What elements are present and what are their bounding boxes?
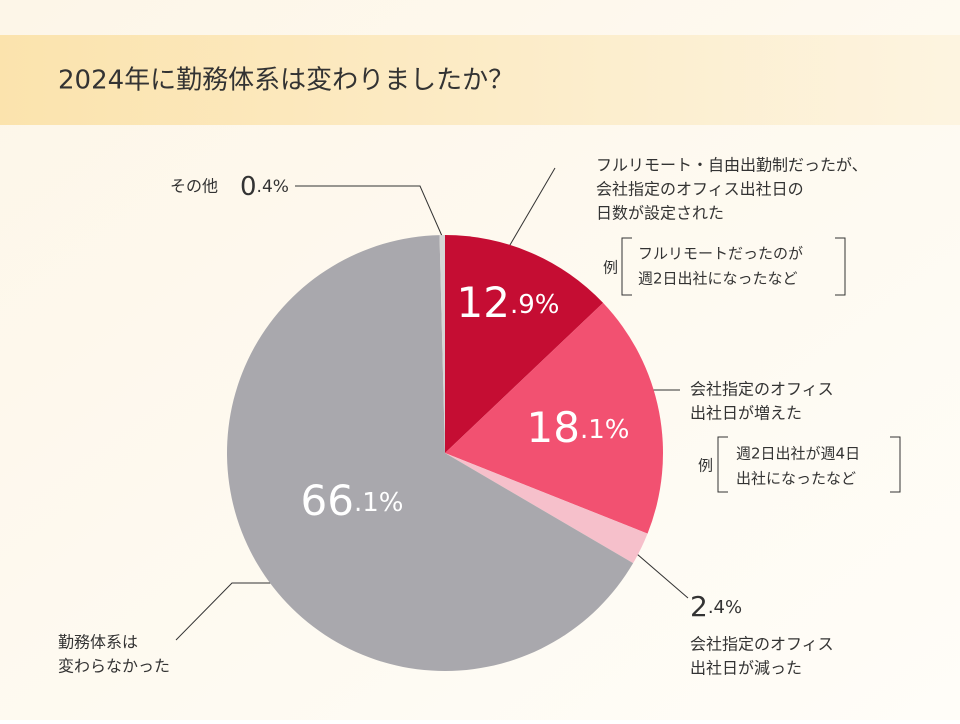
category-label: 勤務体系は <box>58 633 138 652</box>
pie-slice <box>439 235 445 453</box>
value-label-decimal: .4% <box>708 597 742 618</box>
category-label: その他 <box>170 177 218 196</box>
value-label: 66.1% <box>301 476 404 525</box>
pie-slice <box>445 235 604 453</box>
value-label-decimal: .1% <box>354 488 404 518</box>
annotation-text: 週2日出社が週4日 <box>736 445 860 463</box>
value-label-main: 66 <box>301 476 354 525</box>
annotation-prefix: 例 <box>603 259 618 277</box>
annotation-text: フルリモートだったのが <box>638 245 803 263</box>
value-label-main: 2 <box>690 590 708 623</box>
pie-slice <box>445 453 648 564</box>
pie-slice <box>226 235 634 672</box>
pie-slice <box>445 302 663 534</box>
value-label-main: 0 <box>240 172 257 202</box>
category-label: フルリモート・自由出勤制だったが、 <box>596 156 868 175</box>
category-label: 会社指定のオフィス出社日の <box>596 180 804 199</box>
value-label: 12.9% <box>457 278 560 327</box>
annotation-prefix: 例 <box>698 457 713 475</box>
value-label: 2.4% <box>690 590 742 623</box>
annotation-text: 週2日出社になったなど <box>638 270 798 288</box>
category-label: 日数が設定された <box>596 204 724 223</box>
category-label: 出社日が増えた <box>690 404 802 423</box>
value-label-main: 18 <box>527 403 580 452</box>
value-label-main: 12 <box>457 278 510 327</box>
category-label: 変わらなかった <box>58 657 170 676</box>
header-band <box>0 35 960 125</box>
category-label: 会社指定のオフィス <box>690 635 834 654</box>
value-label-decimal: .9% <box>510 290 560 320</box>
category-label: 会社指定のオフィス <box>690 380 834 399</box>
value-label: 0.4% <box>240 172 289 202</box>
value-label: 18.1% <box>527 403 630 452</box>
value-label-decimal: .1% <box>580 415 630 445</box>
value-label-decimal: .4% <box>257 177 289 197</box>
chart-title: 2024年に勤務体系は変わりましたか？ <box>58 66 514 96</box>
category-label: 出社日が減った <box>690 659 802 678</box>
annotation-text: 出社になったなど <box>736 470 856 488</box>
